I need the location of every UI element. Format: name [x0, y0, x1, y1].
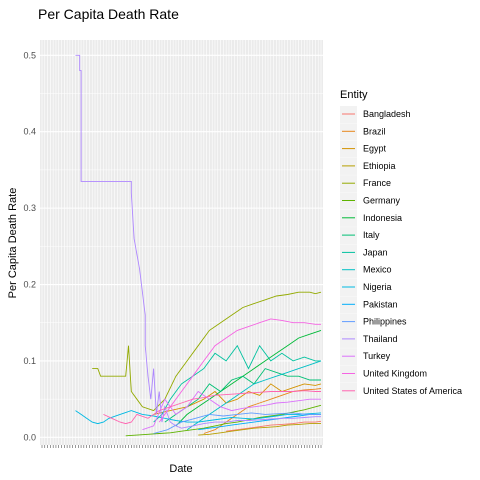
legend-label: Brazil — [363, 126, 386, 136]
series-line-ethiopia — [198, 423, 321, 436]
x-tick-marks — [41, 445, 322, 448]
legend-label: Indonesia — [363, 213, 402, 223]
legend-label: Bangladesh — [363, 109, 411, 119]
series-line-germany — [125, 404, 322, 437]
legend-label: Turkey — [363, 351, 391, 361]
series-line-japan — [153, 344, 321, 423]
series-line-italy — [164, 368, 321, 423]
series-line-united-kingdom — [158, 318, 321, 423]
series-line-pakistan — [198, 413, 321, 431]
legend-label: United States of America — [363, 386, 462, 396]
legend-label: Italy — [363, 230, 380, 240]
y-tick-label: 0.4 — [23, 127, 36, 137]
legend-label: Thailand — [363, 334, 398, 344]
legend-label: Egypt — [363, 144, 387, 154]
series-line-thailand — [75, 54, 321, 429]
legend-label: France — [363, 178, 391, 188]
series-line-france — [92, 291, 322, 412]
y-grid — [40, 54, 323, 438]
legend-label: Germany — [363, 196, 401, 206]
legend-title: Entity — [340, 89, 368, 101]
y-tick-label: 0.2 — [23, 280, 36, 290]
legend-label: United Kingdom — [363, 369, 427, 379]
series-layer — [75, 54, 322, 437]
y-tick-label: 0.1 — [23, 356, 36, 366]
chart-title: Per Capita Death Rate — [38, 6, 179, 22]
y-tick-label: 0.0 — [23, 432, 36, 442]
y-axis-label: Per Capita Death Rate — [7, 188, 19, 299]
series-line-philippines — [153, 412, 321, 434]
legend-label: Mexico — [363, 265, 392, 275]
y-tick-label: 0.5 — [23, 50, 36, 60]
series-line-turkey — [142, 390, 321, 431]
y-tick-labels: 0.0 0.1 0.2 0.3 0.4 0.5 — [23, 50, 36, 442]
legend-label: Japan — [363, 247, 388, 257]
x-axis-label: Date — [169, 463, 192, 475]
series-line-brazil — [203, 388, 322, 434]
series-line-indonesia — [175, 329, 322, 427]
series-line-united-states-of-america — [103, 390, 321, 425]
series-line-bangladesh — [226, 420, 322, 432]
legend-label: Nigeria — [363, 282, 392, 292]
series-line-egypt — [153, 383, 322, 415]
legend-label: Pakistan — [363, 299, 398, 309]
series-line-nigeria — [75, 410, 322, 425]
legend-label: Ethiopia — [363, 161, 396, 171]
legend-label: Philippines — [363, 317, 407, 327]
legend: Bangladesh Brazil Egypt Ethiopia France Germa… — [340, 106, 462, 400]
y-tick-label: 0.3 — [23, 203, 36, 213]
x-grid — [41, 40, 322, 445]
